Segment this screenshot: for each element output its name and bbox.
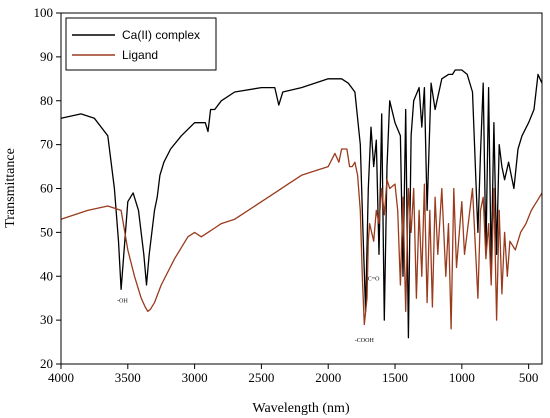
plot-frame bbox=[60, 12, 543, 365]
legend-box bbox=[65, 17, 217, 71]
y-tick-label: 50 bbox=[40, 224, 53, 239]
series-layer bbox=[60, 69, 543, 339]
x-tick-label: 3000 bbox=[182, 370, 208, 385]
x-tick-label: 1500 bbox=[382, 370, 408, 385]
x-tick-label: 1000 bbox=[449, 370, 475, 385]
x-axis-title: Wavelength (nm) bbox=[252, 401, 350, 416]
x-tick-label: 500 bbox=[519, 370, 539, 385]
peak-annotation: -OH bbox=[117, 299, 128, 305]
annotation-layer: -OH C=O -COOH bbox=[117, 277, 380, 344]
series-line-ligand bbox=[60, 148, 543, 330]
x-tick-label: 2500 bbox=[248, 370, 274, 385]
legend-entry: Ligand bbox=[122, 48, 158, 62]
y-tick-group: 20 30 40 50 60 70 80 90 100 bbox=[34, 5, 61, 371]
y-tick-label: 40 bbox=[40, 268, 53, 283]
series-line-complex bbox=[60, 69, 543, 339]
y-tick-label: 100 bbox=[34, 5, 54, 20]
y-tick-label: 60 bbox=[40, 181, 53, 196]
x-tick-label: 3500 bbox=[115, 370, 141, 385]
y-tick-label: 70 bbox=[40, 137, 53, 152]
x-tick-label: 2000 bbox=[315, 370, 341, 385]
y-axis-title: Transmittance bbox=[3, 148, 18, 228]
x-tick-label: 4000 bbox=[48, 370, 74, 385]
legend-entry: Ca(II) complex bbox=[122, 28, 200, 42]
y-tick-label: 30 bbox=[40, 312, 53, 327]
legend: Ca(II) complex Ligand bbox=[65, 17, 217, 71]
y-tick-label: 90 bbox=[40, 49, 53, 64]
y-tick-label: 80 bbox=[40, 93, 53, 108]
x-tick-group: 4000 3500 3000 2500 2000 1500 1000 500 bbox=[48, 364, 538, 385]
y-tick-label: 20 bbox=[40, 356, 53, 371]
peak-annotation: -COOH bbox=[355, 338, 375, 344]
peak-annotation: C=O bbox=[368, 277, 380, 283]
